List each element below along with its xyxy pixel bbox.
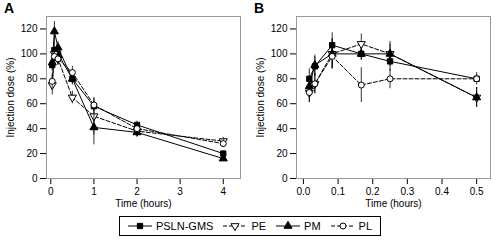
svg-text:Injection dose (%): Injection dose (%) bbox=[255, 57, 266, 137]
svg-text:Injection dose (%): Injection dose (%) bbox=[5, 57, 16, 137]
svg-text:0.2: 0.2 bbox=[366, 186, 380, 197]
svg-text:80: 80 bbox=[276, 73, 288, 84]
html-text:PL: PL bbox=[358, 220, 373, 232]
svg-text:0: 0 bbox=[48, 186, 54, 197]
html-text:PM: PM bbox=[304, 220, 321, 232]
svg-text:0.3: 0.3 bbox=[400, 186, 414, 197]
svg-text:120: 120 bbox=[21, 23, 38, 34]
svg-text:20: 20 bbox=[276, 148, 288, 159]
svg-text:0: 0 bbox=[282, 173, 288, 184]
svg-text:40: 40 bbox=[276, 123, 288, 134]
svg-text:1: 1 bbox=[91, 186, 97, 197]
html-text:PE: PE bbox=[251, 220, 267, 232]
svg-text:0.5: 0.5 bbox=[470, 186, 484, 197]
svg-text:100: 100 bbox=[21, 48, 38, 59]
svg-text:2: 2 bbox=[134, 186, 140, 197]
html-text:B: B bbox=[254, 0, 265, 16]
svg-text:120: 120 bbox=[271, 23, 288, 34]
svg-text:3: 3 bbox=[177, 186, 183, 197]
svg-text:80: 80 bbox=[26, 73, 38, 84]
svg-text:100: 100 bbox=[271, 48, 288, 59]
svg-text:0.4: 0.4 bbox=[435, 186, 449, 197]
svg-text:Time (hours): Time (hours) bbox=[115, 198, 171, 209]
svg-text:60: 60 bbox=[276, 98, 288, 109]
svg-text:0.1: 0.1 bbox=[331, 186, 345, 197]
html-text:PSLN-GMS: PSLN-GMS bbox=[155, 220, 214, 232]
svg-text:20: 20 bbox=[26, 148, 38, 159]
svg-text:60: 60 bbox=[26, 98, 38, 109]
svg-text:Time (hours): Time (hours) bbox=[365, 198, 421, 209]
html-text:A: A bbox=[4, 0, 15, 16]
svg-text:0: 0 bbox=[32, 173, 38, 184]
svg-text:40: 40 bbox=[26, 123, 38, 134]
svg-text:0.0: 0.0 bbox=[296, 186, 310, 197]
svg-text:4: 4 bbox=[220, 186, 226, 197]
